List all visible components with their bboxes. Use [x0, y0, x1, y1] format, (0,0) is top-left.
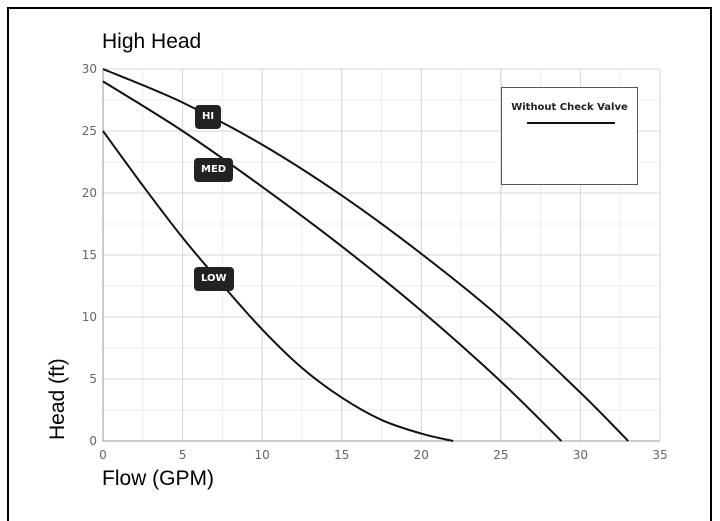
x-tick-label: 35: [652, 448, 667, 462]
y-tick-label: 20: [82, 186, 97, 200]
chart-title: High Head: [102, 30, 202, 53]
y-tick-label: 25: [82, 124, 97, 138]
x-axis-label: Flow (GPM): [102, 467, 214, 490]
y-tick-label: 15: [82, 248, 97, 262]
legend: Without Check Valve: [501, 87, 638, 185]
y-tick-label: 10: [82, 310, 97, 324]
series-line-med: [102, 80, 563, 442]
series-label-low: LOW: [194, 267, 234, 291]
series-label-med: MED: [194, 158, 234, 182]
x-tick-label: 5: [179, 448, 187, 462]
x-tick-label: 0: [99, 448, 107, 462]
y-axis-label: Head (ft): [46, 358, 69, 440]
series-line-low: [102, 130, 454, 442]
chart-series: [102, 68, 629, 442]
y-tick-label: 0: [89, 434, 97, 448]
chart-ticks: 0 5 10 15 20 25 30 35 0 5 10 15 20 25 30: [82, 62, 668, 462]
x-tick-label: 30: [573, 448, 588, 462]
x-tick-label: 15: [334, 448, 349, 462]
y-tick-label: 5: [89, 372, 97, 386]
x-tick-label: 20: [414, 448, 429, 462]
y-tick-label: 30: [82, 62, 97, 76]
series-line-hi: [102, 68, 629, 442]
series-label-hi: HI: [195, 105, 222, 129]
x-tick-label: 25: [493, 448, 508, 462]
legend-line-swatch: [527, 122, 615, 124]
legend-label: Without Check Valve: [511, 102, 628, 113]
chart-frame: [7, 7, 712, 521]
x-tick-label: 10: [255, 448, 270, 462]
